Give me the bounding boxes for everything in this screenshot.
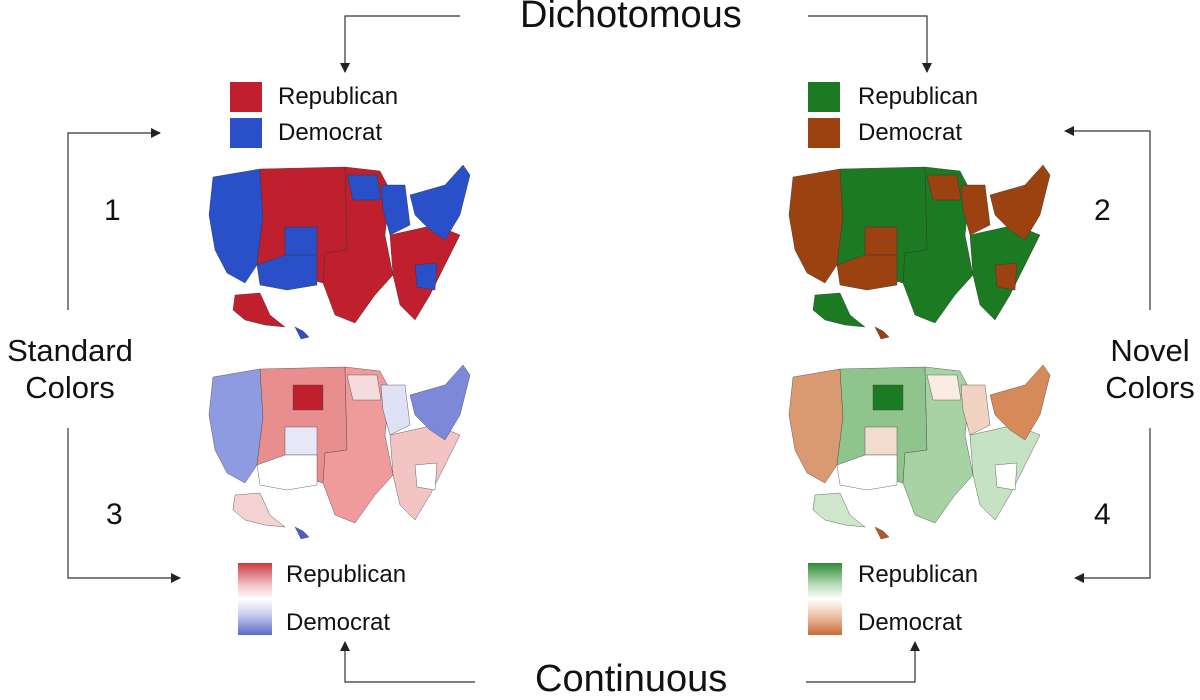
legend-label-democrat: Democrat bbox=[858, 119, 963, 146]
arrow-bottom-right bbox=[806, 641, 920, 683]
map-east-coast-region bbox=[409, 364, 471, 441]
map-great-lakes-region bbox=[960, 184, 991, 236]
legend-swatch-republican bbox=[230, 82, 262, 112]
map-west-region bbox=[788, 168, 844, 284]
arrow-right-top bbox=[1064, 126, 1151, 310]
map-southwest-democrat-region bbox=[256, 254, 318, 291]
map-wyoming bbox=[872, 384, 904, 411]
map-midwest-region bbox=[926, 374, 962, 401]
map-mountain-region bbox=[864, 426, 898, 456]
us-map bbox=[208, 164, 471, 340]
legend-label-democrat: Democrat bbox=[278, 119, 383, 146]
legend-gradient-novel bbox=[808, 563, 842, 635]
map-hawaii bbox=[294, 326, 310, 340]
legend-swatch-democrat bbox=[230, 118, 262, 148]
map-east-coast-region bbox=[989, 164, 1051, 241]
legend-label-republican: Republican bbox=[858, 561, 979, 588]
map-southeast-east-region bbox=[994, 462, 1018, 491]
legend-label-republican: Republican bbox=[278, 83, 399, 110]
map-great-lakes-region bbox=[960, 384, 991, 436]
legend-dichotomous-novel: Republican Democrat bbox=[808, 81, 978, 149]
map-mountain-region bbox=[284, 426, 318, 456]
map-great-lakes-region bbox=[380, 184, 411, 236]
arrow-top-right bbox=[808, 15, 932, 73]
map-hawaii bbox=[294, 526, 310, 540]
map-alaska bbox=[812, 492, 866, 528]
map-midwest-region bbox=[346, 374, 382, 401]
map-alaska bbox=[232, 292, 286, 328]
side-label-line: Standard bbox=[7, 333, 133, 368]
arrow-left-top bbox=[67, 128, 161, 310]
side-label-novel-colors: Novel Colors bbox=[1095, 332, 1200, 406]
map-southwest-region bbox=[836, 454, 898, 491]
legend-label-democrat: Democrat bbox=[286, 609, 391, 636]
map-southwest-region bbox=[256, 454, 318, 491]
panel-number-4: 4 bbox=[1094, 498, 1111, 531]
panel-number-3: 3 bbox=[106, 498, 123, 531]
title-dichotomous: Dichotomous bbox=[520, 0, 742, 36]
legend-label-democrat: Democrat bbox=[858, 609, 963, 636]
legend-dichotomous-standard: Republican Democrat bbox=[230, 81, 398, 149]
map-wyoming bbox=[292, 384, 324, 411]
map-midwest-democrat-region bbox=[346, 174, 382, 201]
legend-swatch-democrat bbox=[808, 118, 840, 148]
arrow-right-bottom bbox=[1074, 428, 1151, 583]
legend-continuous-standard: Republican Democrat bbox=[238, 563, 406, 635]
us-map bbox=[208, 364, 471, 540]
legend-gradient-standard bbox=[238, 563, 272, 635]
map-midwest-democrat-region bbox=[926, 174, 962, 201]
map-hawaii bbox=[874, 526, 890, 540]
map-southeast-east-region bbox=[414, 462, 438, 491]
map-panel-4 bbox=[788, 364, 1051, 540]
arrow-bottom-left bbox=[340, 641, 475, 683]
legend-label-republican: Republican bbox=[858, 83, 979, 110]
side-label-line: Colors bbox=[25, 370, 115, 406]
map-southwest-democrat-region bbox=[836, 254, 898, 291]
map-panel-2 bbox=[788, 164, 1051, 340]
legend-swatch-republican bbox=[808, 82, 840, 112]
us-map bbox=[788, 364, 1051, 540]
map-southeast-democrat-region bbox=[414, 262, 438, 291]
map-alaska bbox=[232, 492, 286, 528]
legend-continuous-novel: Republican Democrat bbox=[808, 563, 978, 635]
title-continuous: Continuous bbox=[535, 658, 728, 700]
arrow-left-bottom bbox=[67, 428, 181, 583]
map-west-region bbox=[788, 368, 844, 484]
us-map bbox=[788, 164, 1051, 340]
map-east-coast-region bbox=[409, 164, 471, 241]
panel-number-2: 2 bbox=[1094, 194, 1111, 227]
map-panel-1 bbox=[208, 164, 471, 340]
map-west-region bbox=[208, 168, 264, 284]
map-east-coast-region bbox=[989, 364, 1051, 441]
side-label-standard-colors: Standard Colors bbox=[0, 332, 140, 406]
map-mountain-democrat-region bbox=[284, 226, 318, 256]
map-southeast-democrat-region bbox=[994, 262, 1018, 291]
side-label-line: Colors bbox=[1105, 370, 1195, 406]
legend-label-republican: Republican bbox=[286, 561, 407, 588]
map-great-lakes-region bbox=[380, 384, 411, 436]
side-label-line: Novel bbox=[1110, 333, 1190, 368]
map-mountain-democrat-region bbox=[864, 226, 898, 256]
map-alaska bbox=[812, 292, 866, 328]
map-west-region bbox=[208, 368, 264, 484]
panel-number-1: 1 bbox=[104, 194, 121, 227]
map-hawaii bbox=[874, 326, 890, 340]
arrow-top-left bbox=[340, 15, 460, 73]
map-panel-3 bbox=[208, 364, 471, 540]
